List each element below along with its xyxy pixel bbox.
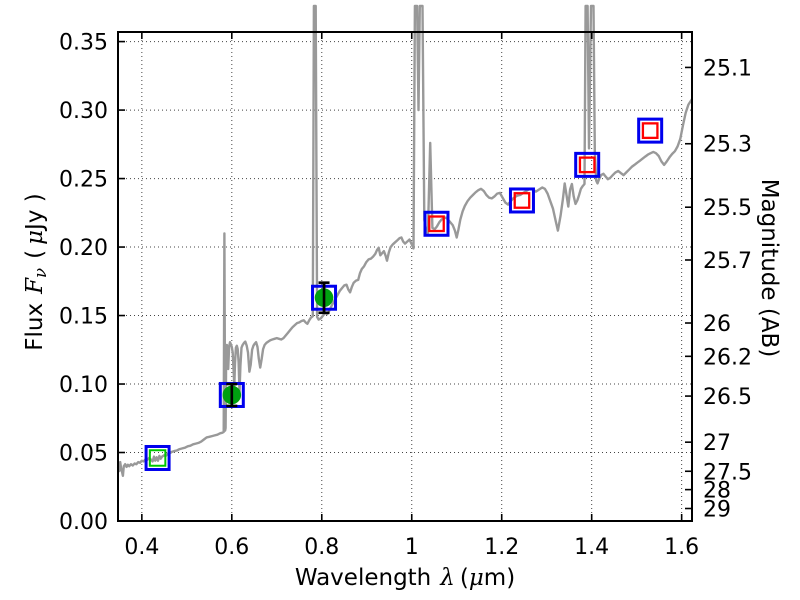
y-tick-label-right: 25.5 xyxy=(703,196,752,221)
model-photometry-square xyxy=(637,117,664,144)
observed-optical-square xyxy=(148,449,167,467)
y-tick-label-right: 25.3 xyxy=(703,133,752,158)
observed-ir-square xyxy=(641,122,659,140)
x-axis-label-text: Wavelength xyxy=(294,565,432,591)
model-spectrum-line xyxy=(116,4,694,477)
mu-symbol-x: μ xyxy=(468,565,484,591)
flux-subscript: ν xyxy=(31,267,51,278)
x-tick-label: 1 xyxy=(405,535,419,560)
x-unit-open: ( xyxy=(459,565,469,591)
y-tick-label-right: 28 xyxy=(703,479,731,504)
y-right-label-text: Magnitude (AB) xyxy=(756,178,782,358)
mu-symbol-y: μ xyxy=(21,229,48,245)
y-tick-label-left: 0.25 xyxy=(59,168,108,193)
y-tick-label-right: 25.7 xyxy=(703,249,752,274)
x-axis-label: Wavelength λ (μm) xyxy=(295,565,515,591)
y-tick-label-left: 0.15 xyxy=(59,305,108,330)
y-tick-label-right: 29 xyxy=(703,498,731,523)
y-tick-label-right: 26.2 xyxy=(703,345,752,370)
y-left-label-text: Flux xyxy=(21,302,48,351)
y-left-unit-close: Jy ) xyxy=(21,193,48,230)
x-tick-label: 1.6 xyxy=(664,535,699,560)
flux-symbol: F xyxy=(21,277,48,294)
y-tick-label-left: 0.35 xyxy=(59,31,108,56)
y-tick-label-left: 0.30 xyxy=(59,99,108,124)
observed-ir-square xyxy=(578,156,596,174)
observed-ir-square xyxy=(428,215,445,233)
y-tick-label-right: 27 xyxy=(703,431,731,456)
y-left-unit-open: ( xyxy=(21,249,48,259)
y-axis-label-right: Magnitude (AB) xyxy=(756,179,782,358)
lambda-symbol: λ xyxy=(440,565,455,591)
y-tick-label-left: 0.00 xyxy=(59,510,108,535)
observed-ir-square xyxy=(513,192,531,209)
y-tick-label-right: 26.5 xyxy=(703,385,752,410)
y-tick-label-left: 0.10 xyxy=(59,373,108,398)
model-photometry-square xyxy=(423,210,450,237)
y-tick-label-right: 26 xyxy=(703,312,731,337)
y-axis-label-left: Flux Fν ( μJy ) xyxy=(22,193,50,350)
plot-frame xyxy=(117,31,693,522)
model-photometry-square xyxy=(574,151,601,178)
y-tick-label-right: 27.5 xyxy=(703,460,752,485)
x-tick-label: 1.2 xyxy=(484,535,519,560)
model-photometry-square xyxy=(144,444,171,471)
y-tick-label-left: 0.20 xyxy=(59,236,108,261)
model-photometry-square xyxy=(508,187,535,214)
x-tick-label: 0.4 xyxy=(124,535,159,560)
x-unit-close: m) xyxy=(483,565,516,591)
y-tick-label-right: 25.1 xyxy=(703,56,752,81)
x-tick-label: 1.4 xyxy=(574,535,609,560)
x-tick-label: 0.6 xyxy=(214,535,249,560)
x-tick-label: 0.8 xyxy=(304,535,339,560)
y-tick-label-left: 0.05 xyxy=(59,442,108,467)
